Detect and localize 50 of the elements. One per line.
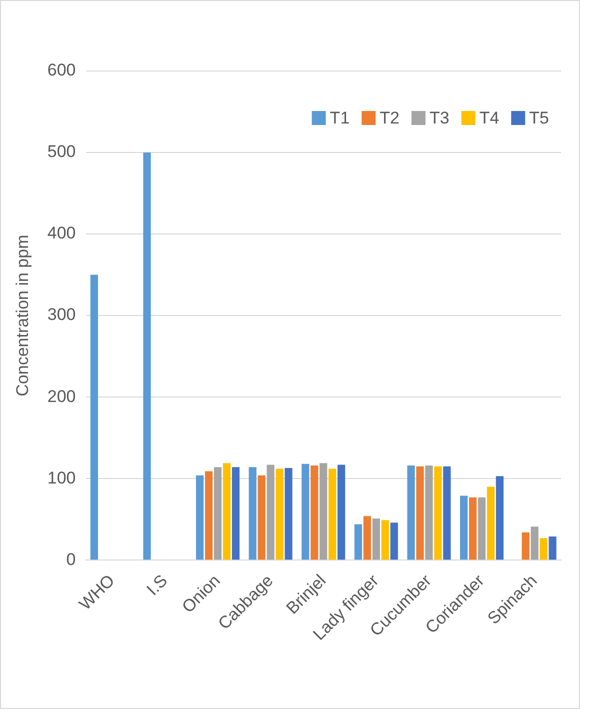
bar: [354, 524, 362, 560]
bar: [276, 468, 284, 560]
x-tick-label: I.S: [142, 571, 172, 600]
bar: [204, 471, 213, 560]
bar: [363, 516, 372, 560]
bar: [196, 475, 204, 560]
y-tick-label: 400: [47, 224, 76, 243]
y-tick-label: 200: [47, 386, 76, 406]
bar: [310, 466, 318, 560]
legend-label: T4: [479, 108, 500, 128]
bar: [372, 518, 380, 560]
bar: [496, 476, 504, 560]
legend-label: T5: [529, 108, 550, 128]
y-tick-label: 300: [47, 305, 76, 324]
bar: [248, 467, 256, 560]
bar: [266, 464, 274, 560]
bar: [478, 497, 486, 560]
y-tick-label: 0: [66, 550, 76, 569]
y-tick-label: 600: [47, 60, 76, 80]
bar: [232, 467, 240, 560]
legend-label: T1: [330, 108, 350, 128]
bar: [407, 466, 415, 560]
y-tick-label: 500: [47, 142, 76, 162]
bar: [390, 522, 398, 560]
bar: [540, 538, 548, 560]
bar: [469, 497, 477, 560]
bar: [460, 496, 468, 560]
bar: [338, 464, 346, 560]
y-tick-label: 100: [47, 468, 76, 488]
bar: [302, 464, 310, 560]
bar: [434, 466, 442, 560]
bar: [381, 520, 389, 560]
bar: [258, 475, 266, 560]
bar: [548, 536, 556, 560]
legend-label: T2: [380, 108, 400, 128]
bar: [443, 466, 451, 560]
bar: [522, 532, 530, 560]
bar: [530, 526, 538, 560]
bar: [143, 152, 151, 560]
bar: [416, 466, 424, 560]
bar: [320, 463, 328, 560]
legend-label: T3: [429, 108, 450, 128]
bar: [425, 466, 433, 560]
bar: [328, 468, 336, 560]
bar: [90, 274, 98, 560]
y-axis-title: Concentration in ppm: [12, 234, 32, 396]
bar: [284, 468, 292, 560]
bar: [222, 463, 231, 560]
bar: [486, 486, 495, 560]
bar: [214, 467, 222, 560]
